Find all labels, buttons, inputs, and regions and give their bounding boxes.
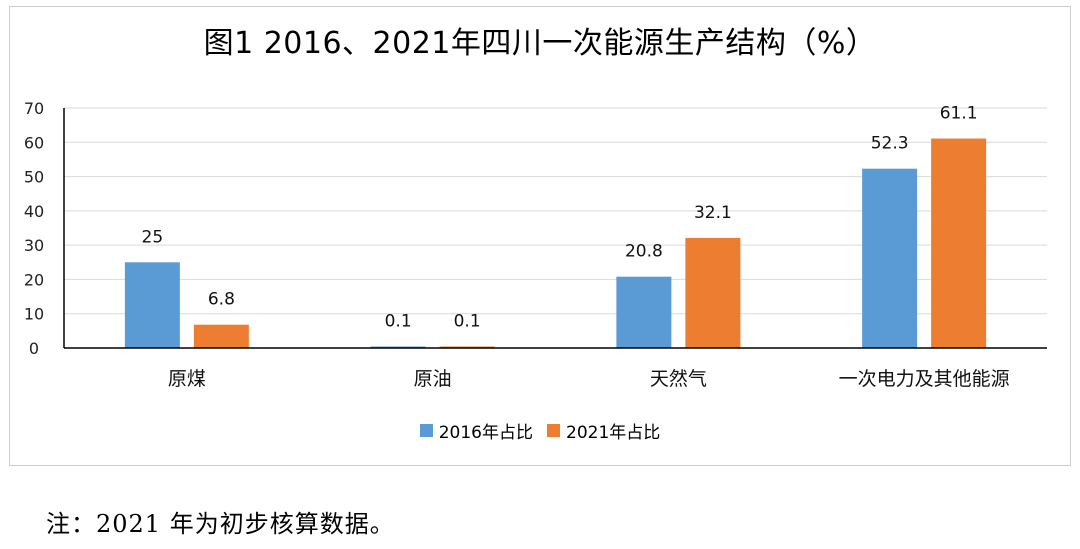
x-category-label: 原煤 xyxy=(168,368,206,390)
y-tick-label: 30 xyxy=(24,236,44,255)
data-label: 52.3 xyxy=(871,134,909,154)
x-category-label: 一次电力及其他能源 xyxy=(839,368,1010,390)
bar xyxy=(862,168,918,348)
y-tick-label: 0 xyxy=(29,339,39,358)
data-label: 61.1 xyxy=(940,104,978,124)
data-labels: 25 6.8 0.1 0.1 20.8 32.1 52.3 61.1 xyxy=(142,104,978,332)
legend-item-2021: 2021年占比 xyxy=(547,418,660,443)
data-label: 25 xyxy=(142,227,164,247)
y-tick-label: 70 xyxy=(24,99,44,118)
bar xyxy=(193,324,249,348)
legend-swatch-2016 xyxy=(419,424,433,437)
footnote: 注：2021 年为初步核算数据。 xyxy=(46,510,395,538)
y-tick-label: 10 xyxy=(24,305,44,324)
bar xyxy=(124,262,180,348)
legend: 2016年占比 2021年占比 xyxy=(0,418,1080,443)
x-category-label: 原油 xyxy=(414,368,452,390)
bar xyxy=(685,237,741,348)
data-label: 0.1 xyxy=(454,312,481,332)
chart-title: 图1 2016、2021年四川一次能源生产结构（%） xyxy=(203,26,877,61)
x-category-label: 天然气 xyxy=(650,368,707,390)
y-tick-label: 60 xyxy=(24,133,44,152)
bar xyxy=(931,138,987,348)
data-label: 0.1 xyxy=(385,312,412,332)
x-axis-categories: 原煤 原油 天然气 一次电力及其他能源 xyxy=(168,368,1010,390)
bars xyxy=(124,138,987,348)
legend-label-2016: 2016年占比 xyxy=(438,423,533,443)
y-tick-label: 50 xyxy=(24,168,44,187)
legend-item-2016: 2016年占比 xyxy=(419,418,533,443)
bar xyxy=(616,276,672,348)
data-label: 20.8 xyxy=(625,242,663,262)
y-tick-label: 20 xyxy=(24,270,44,289)
data-label: 32.1 xyxy=(694,203,732,223)
data-label: 6.8 xyxy=(208,290,235,310)
legend-label-2021: 2021年占比 xyxy=(566,423,661,443)
y-axis-ticks: 0 10 20 30 40 50 60 70 xyxy=(24,99,44,358)
y-tick-label: 40 xyxy=(24,202,44,221)
legend-swatch-2021 xyxy=(547,424,560,437)
